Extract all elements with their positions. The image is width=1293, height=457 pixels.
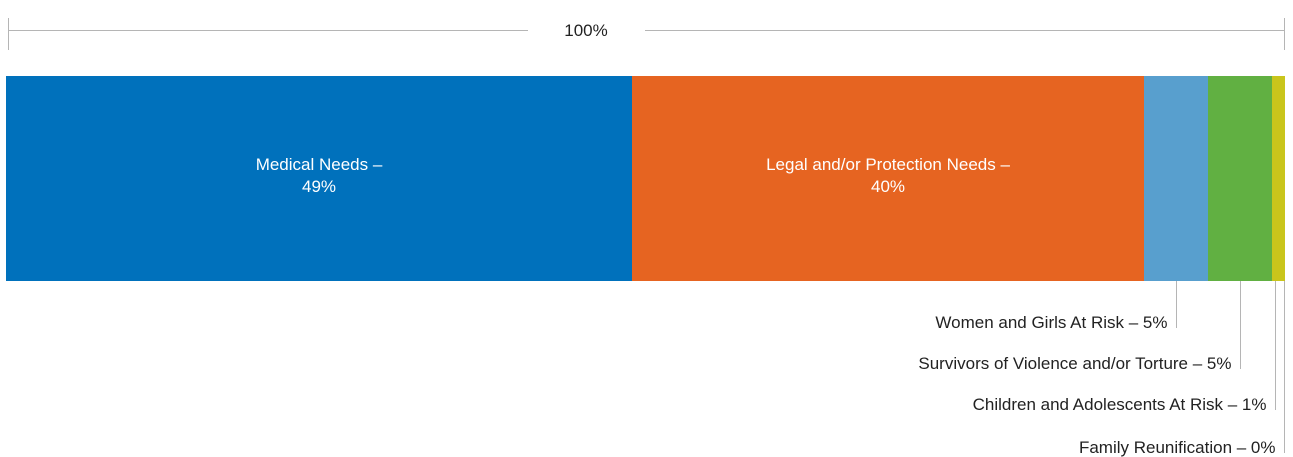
callout-label-family-reunification: Family Reunification – 0%	[1079, 438, 1276, 457]
bar-segments: Medical Needs –49% Legal and/or Protectio…	[6, 76, 1285, 281]
bar-segment-medical-needs	[6, 76, 632, 281]
callout-label-women-and-girls-at-risk: Women and Girls At Risk – 5%	[935, 313, 1167, 332]
bar-segment-legal-and-or-protection-needs	[632, 76, 1144, 281]
total-label: 100%	[564, 21, 607, 40]
bar-segment-children-and-adolescents-at-risk	[1272, 76, 1285, 281]
bar-segment-women-and-girls-at-risk	[1144, 76, 1208, 281]
bar-segment-survivors-of-violence-and-or-torture	[1208, 76, 1272, 281]
callout-label-children-and-adolescents-at-risk: Children and Adolescents At Risk – 1%	[973, 395, 1267, 414]
segment-label-medical-needs: Medical Needs –49%	[256, 155, 383, 196]
callout-labels: Women and Girls At Risk – 5% Survivors of…	[918, 281, 1285, 457]
segment-label-legal-and-or-protection-needs: Legal and/or Protection Needs –40%	[766, 155, 1010, 196]
callout-label-survivors-of-violence-and-or-torture: Survivors of Violence and/or Torture – 5…	[918, 354, 1231, 373]
